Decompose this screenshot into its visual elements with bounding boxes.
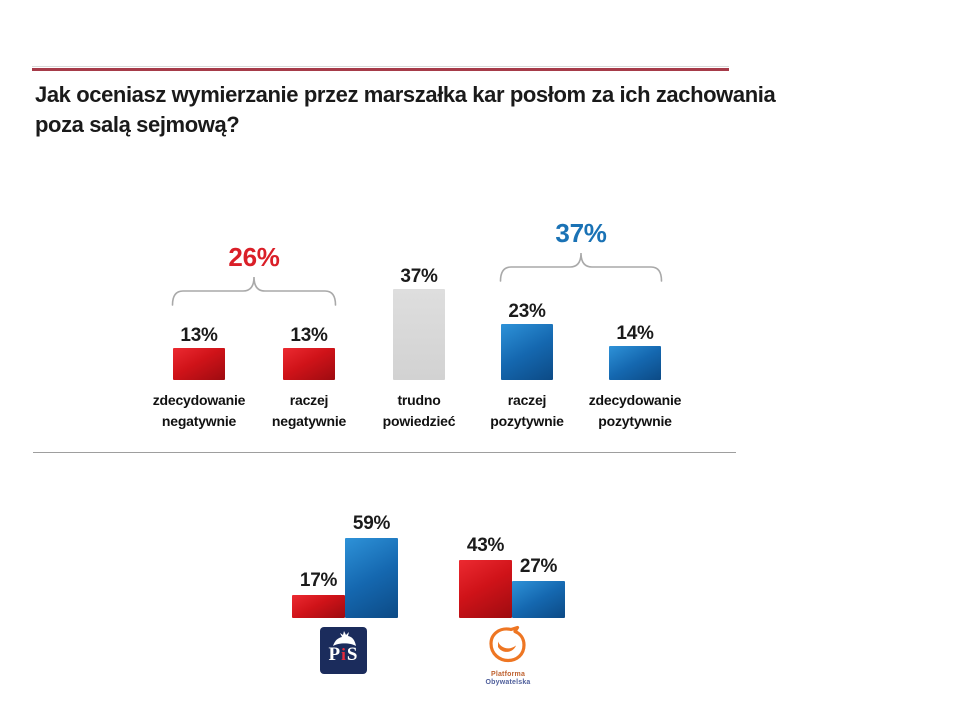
bar-value-label-raczej-negatywnie: 13% (290, 325, 328, 346)
top-accent-line-red (32, 68, 729, 71)
bar-category-label-zdecydowanie-negatywnie: zdecydowanie negatywnie (152, 392, 246, 429)
po-logo-text: Platforma Obywatelska (477, 671, 539, 687)
bar-category-label-raczej-negatywnie: raczej negatywnie (271, 392, 347, 429)
top-accent-line-shadow (32, 66, 729, 67)
party-bar-value-label-pis-0: 17% (299, 570, 338, 591)
section-divider (33, 452, 736, 453)
bracket-icon-37- (499, 252, 663, 282)
bar-category-label-zdecydowanie-pozytywnie: zdecydowanie pozytywnie (588, 392, 682, 429)
pis-letter-s: S (346, 644, 359, 665)
bar-value-label-zdecydowanie-negatywnie: 13% (180, 325, 218, 346)
party-bar-value-label-platforma-obywatelska-1: 27% (519, 556, 558, 577)
party-bar-value-label-pis-1: 59% (352, 513, 391, 534)
bar-raczej-pozytywnie (501, 324, 553, 380)
po-logo: Platforma Obywatelska (477, 625, 539, 687)
party-bar-pis-1 (345, 538, 398, 618)
bar-raczej-negatywnie (283, 348, 335, 380)
bar-zdecydowanie-negatywnie (173, 348, 225, 380)
bar-category-label-trudno-powiedzieć: trudno powiedzieć (382, 392, 456, 429)
po-swoosh-icon (489, 625, 526, 663)
pis-letter-i: i (341, 645, 347, 664)
pis-logo-text: PiS (320, 645, 367, 664)
bar-value-label-zdecydowanie-pozytywnie: 14% (616, 323, 654, 344)
page-title: Jak oceniasz wymierzanie przez marszałka… (35, 80, 780, 140)
bracket-icon-26- (171, 276, 337, 306)
party-bar-pis-0 (292, 595, 345, 618)
page-title-line-2: poza salą sejmową? (35, 112, 240, 137)
pis-letter-p: P (328, 644, 342, 665)
pis-logo: PiS (320, 627, 367, 674)
bar-trudno-powiedzieć (393, 289, 445, 380)
bracket-value-label-37-: 37% (555, 218, 607, 248)
bar-value-label-raczej-pozytywnie: 23% (508, 301, 546, 322)
top-accent-line (32, 66, 729, 71)
party-bar-value-label-platforma-obywatelska-0: 43% (466, 535, 505, 556)
page-title-line-1: Jak oceniasz wymierzanie przez marszałka… (35, 82, 776, 107)
bar-category-label-raczej-pozytywnie: raczej pozytywnie (490, 392, 564, 429)
po-logo-text-line1: Platforma (490, 671, 526, 678)
bar-value-label-trudno-powiedzieć: 37% (400, 266, 438, 287)
party-bar-platforma-obywatelska-1 (512, 581, 565, 618)
bar-zdecydowanie-pozytywnie (609, 346, 661, 380)
po-logo-text-line2: Obywatelska (485, 679, 531, 687)
bracket-value-label-26-: 26% (228, 242, 280, 272)
party-bar-platforma-obywatelska-0 (459, 560, 512, 618)
eagle-crown-icon (332, 631, 356, 646)
